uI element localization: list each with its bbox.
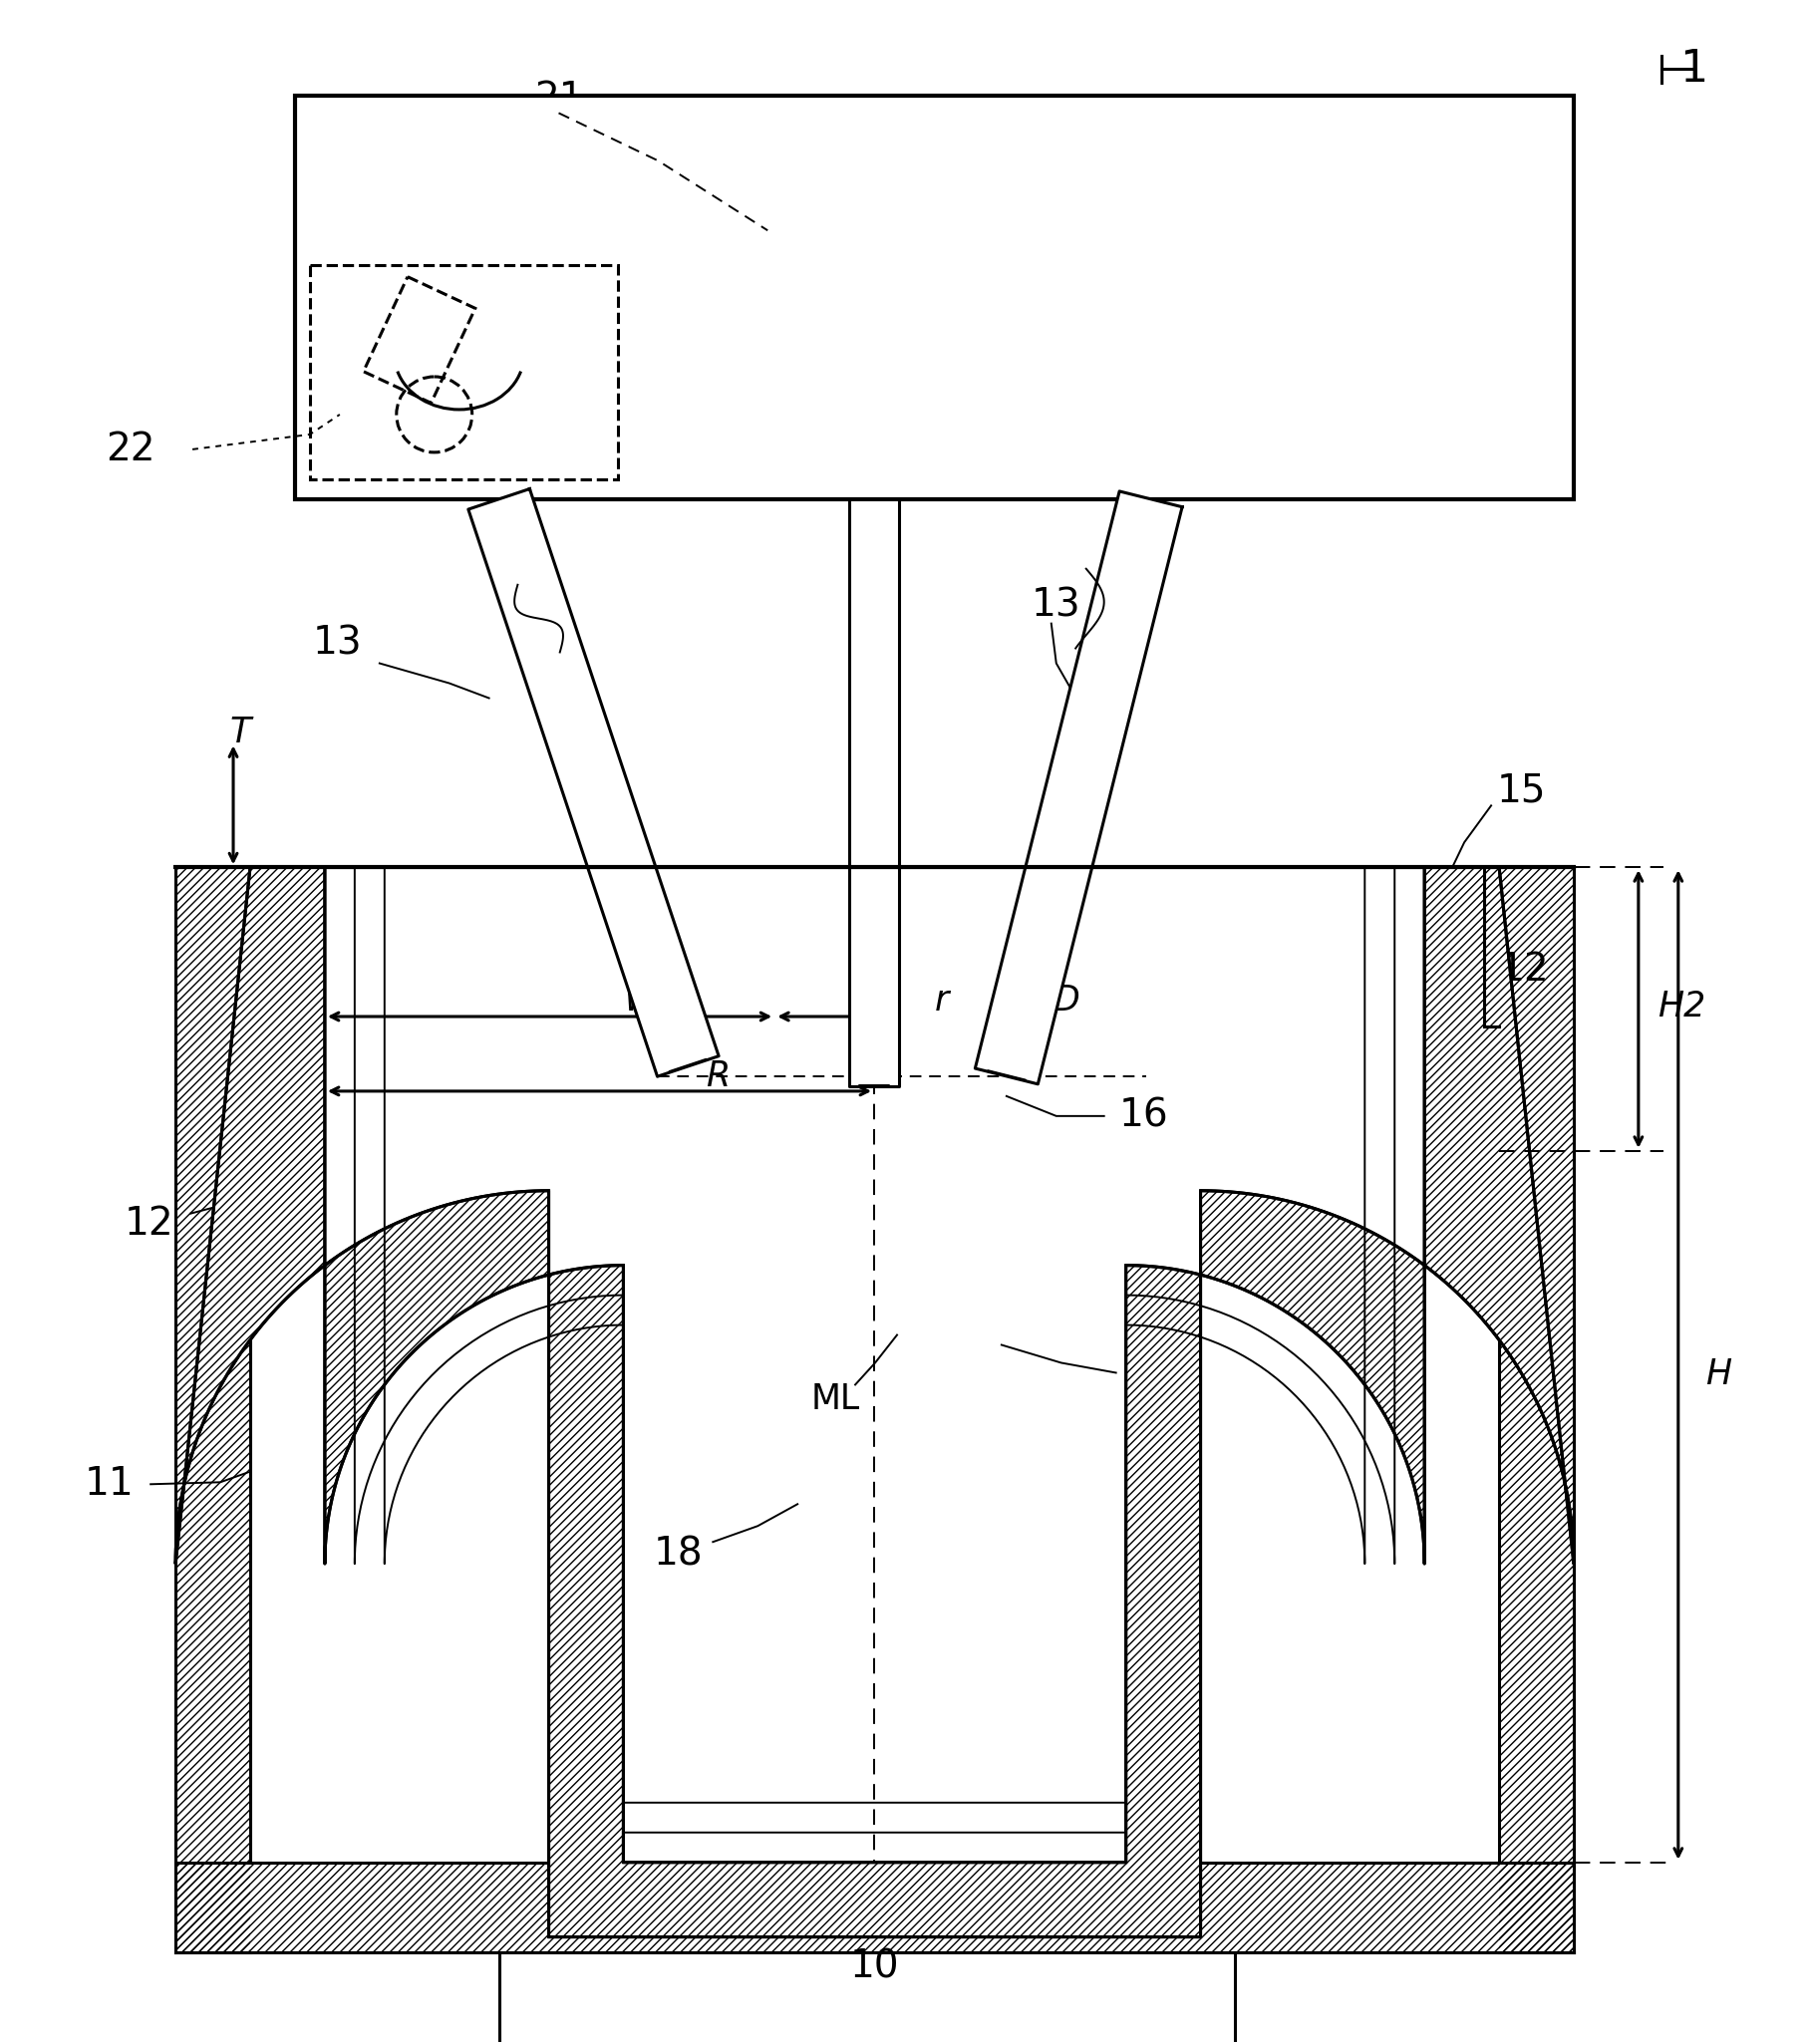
Text: 17: 17 xyxy=(1135,1361,1186,1398)
Text: 11: 11 xyxy=(83,1466,134,1502)
Text: 13: 13 xyxy=(313,625,362,662)
Polygon shape xyxy=(175,867,1573,1938)
Polygon shape xyxy=(468,489,720,1077)
Text: 15: 15 xyxy=(1497,773,1546,809)
Bar xyxy=(1499,867,1573,1952)
Text: H: H xyxy=(1705,1357,1730,1392)
Text: w: w xyxy=(624,983,653,1018)
Bar xyxy=(309,266,618,478)
Text: ML: ML xyxy=(810,1382,861,1416)
Bar xyxy=(1499,867,1573,1952)
Text: r: r xyxy=(935,983,949,1018)
Polygon shape xyxy=(975,491,1182,1083)
Bar xyxy=(175,1862,1573,1952)
Bar xyxy=(175,867,250,1952)
Text: 21: 21 xyxy=(533,80,584,119)
Text: 10: 10 xyxy=(850,1948,899,1985)
Text: 1: 1 xyxy=(1680,47,1707,90)
Bar xyxy=(175,1862,1573,1952)
Text: 18: 18 xyxy=(653,1535,703,1572)
Text: 22: 22 xyxy=(107,431,155,468)
Text: T2: T2 xyxy=(853,313,897,347)
Text: R: R xyxy=(705,1059,730,1094)
Bar xyxy=(175,867,250,1952)
Text: H2: H2 xyxy=(1658,989,1705,1024)
Text: 13: 13 xyxy=(1032,587,1081,625)
Text: 12: 12 xyxy=(1499,950,1549,989)
Text: 20: 20 xyxy=(1479,276,1530,315)
Text: 16: 16 xyxy=(1119,1098,1168,1134)
Text: D: D xyxy=(1052,983,1079,1018)
Polygon shape xyxy=(850,499,899,1085)
Bar xyxy=(295,96,1573,499)
Text: 12: 12 xyxy=(125,1204,174,1243)
Text: T: T xyxy=(230,715,251,750)
Polygon shape xyxy=(363,276,476,403)
